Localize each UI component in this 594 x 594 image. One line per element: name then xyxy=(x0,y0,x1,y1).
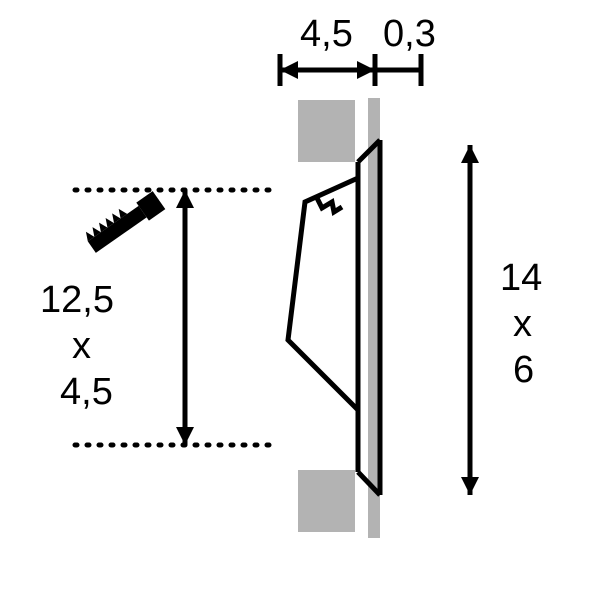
left-dim-label-a: 12,5 xyxy=(40,279,114,321)
wedge-shape xyxy=(288,178,358,410)
right-dim-label-a: 14 xyxy=(500,257,542,299)
right-dim-label-b: 6 xyxy=(513,349,534,391)
left-dim-mult: x xyxy=(72,325,91,367)
right-dim-mult: x xyxy=(513,303,532,345)
left-dim-label-b: 4,5 xyxy=(60,371,113,413)
top-dim-label-a: 4,5 xyxy=(300,13,353,55)
right-dimension: 14 x 6 xyxy=(461,145,542,495)
dimension-diagram: 4,5 0,3 14 x 6 12,5 x 4,5 xyxy=(0,0,594,594)
top-dimension: 4,5 0,3 xyxy=(280,13,436,86)
top-dim-label-b: 0,3 xyxy=(383,13,436,55)
gray-block-top xyxy=(298,100,355,162)
gray-block-bottom xyxy=(298,470,355,532)
left-dimension: 12,5 x 4,5 xyxy=(40,190,275,445)
wedge-notch xyxy=(317,198,342,212)
drill-icon xyxy=(83,187,166,256)
